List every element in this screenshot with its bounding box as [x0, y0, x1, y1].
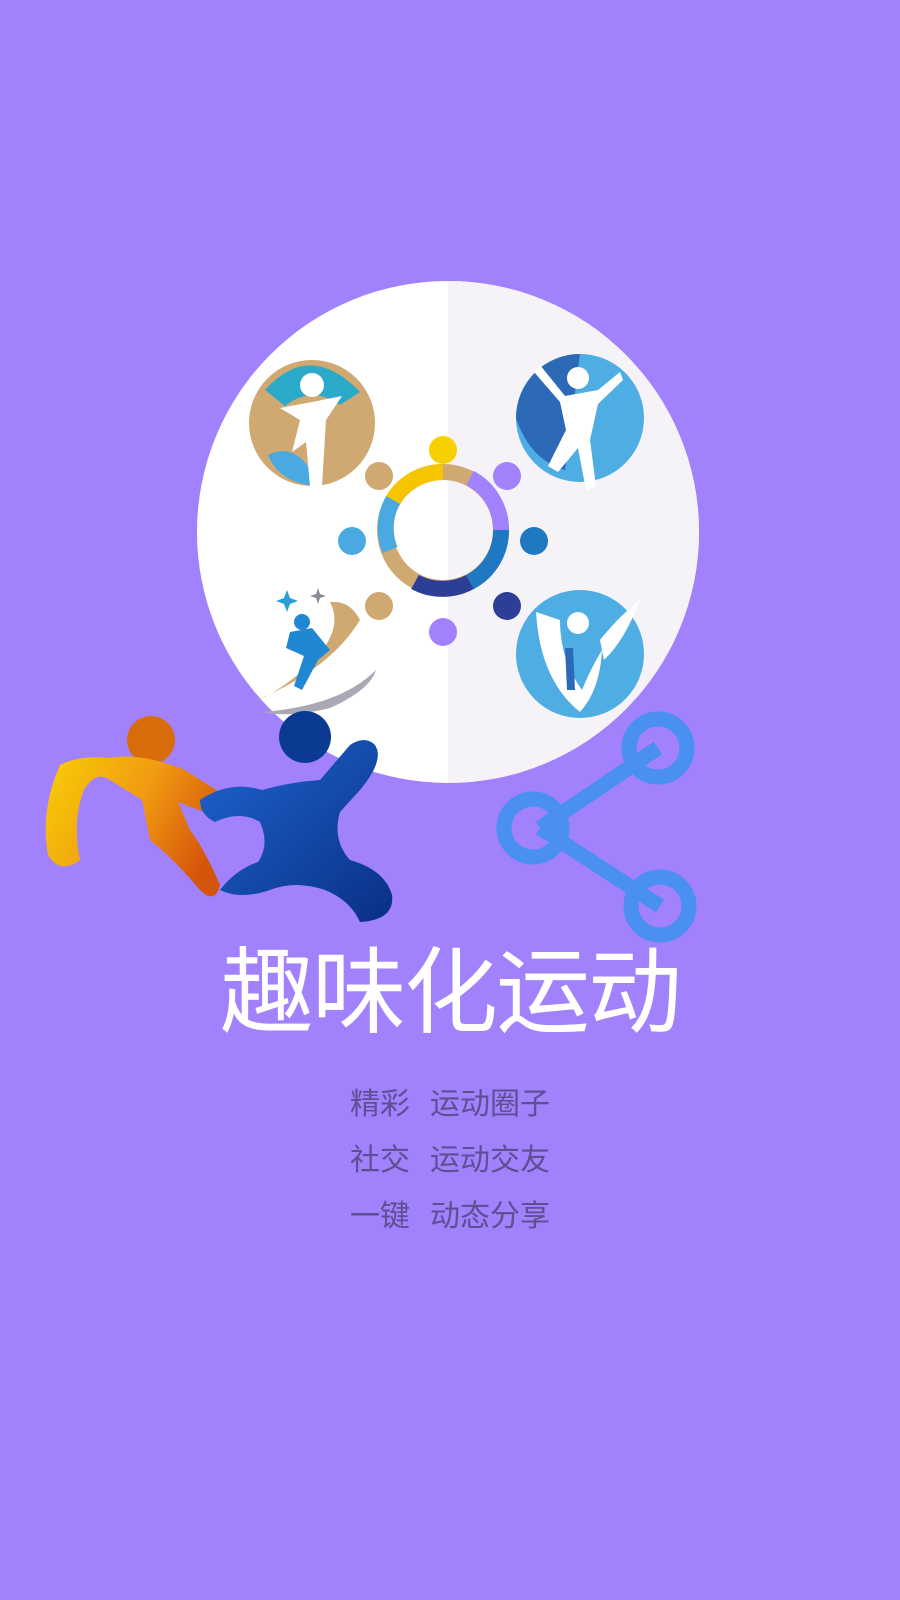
leaf-person-icon — [516, 590, 644, 718]
wing-runner-icon — [249, 360, 375, 486]
sports-community-circle-icon — [197, 281, 699, 783]
feature-list: 精彩 运动圈子 社交 运动交友 一键 动态分享 — [0, 1085, 900, 1253]
feature-key: 一键 — [350, 1197, 410, 1237]
feature-value: 运动圈子 — [430, 1085, 550, 1125]
feature-value: 动态分享 — [430, 1197, 550, 1237]
feature-key: 精彩 — [350, 1085, 410, 1125]
feature-item: 一键 动态分享 — [0, 1197, 900, 1253]
app-title: 趣味化运动 — [0, 938, 900, 1050]
feature-item: 社交 运动交友 — [0, 1141, 900, 1197]
feature-item: 精彩 运动圈子 — [0, 1085, 900, 1141]
feature-value: 运动交友 — [430, 1141, 550, 1181]
feature-key: 社交 — [350, 1141, 410, 1181]
